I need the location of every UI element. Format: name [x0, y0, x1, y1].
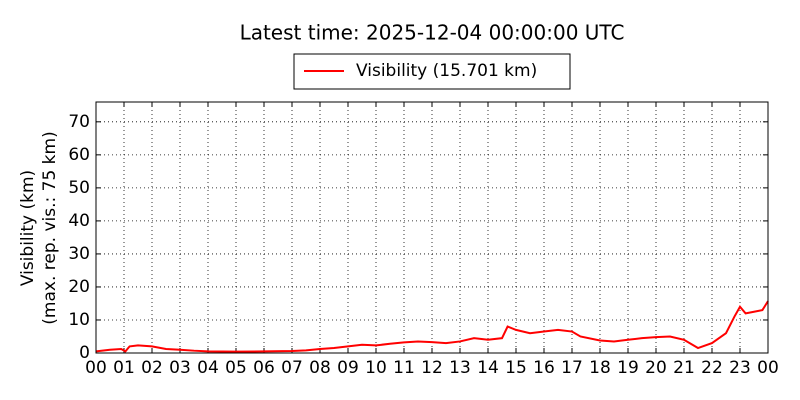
- x-tick-label: 18: [589, 358, 611, 378]
- y-tick-label: 0: [79, 343, 90, 363]
- y-tick-label: 30: [68, 244, 90, 264]
- x-tick-label: 05: [225, 358, 247, 378]
- y-label-line: (max. rep. vis.: 75 km): [40, 131, 60, 324]
- x-tick-label: 13: [449, 358, 471, 378]
- x-tick-label: 20: [645, 358, 667, 378]
- x-tick-label: 02: [141, 358, 163, 378]
- x-tick-label: 04: [197, 358, 219, 378]
- x-tick-label: 22: [701, 358, 723, 378]
- x-tick-label: 06: [253, 358, 275, 378]
- y-tick-label: 40: [68, 211, 90, 231]
- x-tick-label: 11: [393, 358, 415, 378]
- x-tick-label: 00: [85, 358, 107, 378]
- x-tick-label: 07: [281, 358, 303, 378]
- x-tick-label: 15: [505, 358, 527, 378]
- x-tick-label: 10: [365, 358, 387, 378]
- x-tick-label: 09: [337, 358, 359, 378]
- legend-label: Visibility (15.701 km): [356, 61, 537, 81]
- x-tick-label: 01: [113, 358, 135, 378]
- y-tick-label: 10: [68, 310, 90, 330]
- y-label-line: Visibility (km): [18, 170, 38, 286]
- x-tick-label: 19: [617, 358, 639, 378]
- x-tick-label: 23: [729, 358, 751, 378]
- x-tick-label: 03: [169, 358, 191, 378]
- y-tick-label: 60: [68, 145, 90, 165]
- y-tick-label: 70: [68, 112, 90, 132]
- plot-frame: [95, 101, 769, 354]
- x-tick-label: 14: [477, 358, 499, 378]
- y-axis-title: Visibility (km) (max. rep. vis.: 75 km): [18, 131, 60, 324]
- x-tick-label: 17: [561, 358, 583, 378]
- x-tick-label: 00: [757, 358, 779, 378]
- x-tick-label: 21: [673, 358, 695, 378]
- chart-title: Latest time: 2025-12-04 00:00:00 UTC: [240, 21, 625, 45]
- x-tick-label: 12: [421, 358, 443, 378]
- y-tick-label: 20: [68, 277, 90, 297]
- x-tick-label: 08: [309, 358, 331, 378]
- x-tick-label: 16: [533, 358, 555, 378]
- data-line: [95, 300, 769, 353]
- y-tick-label: 50: [68, 178, 90, 198]
